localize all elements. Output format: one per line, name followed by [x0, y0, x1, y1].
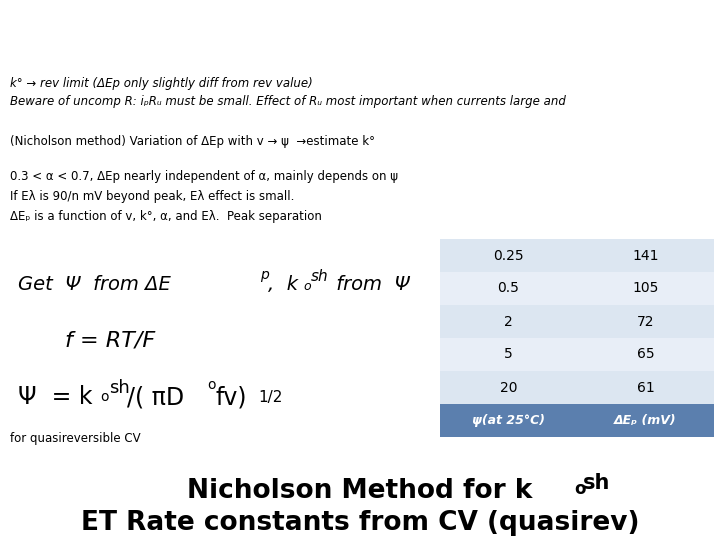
Text: from  Ψ: from Ψ: [330, 275, 410, 294]
Text: (Nicholson method) Variation of ΔEp with v → ψ  →estimate k°: (Nicholson method) Variation of ΔEp with…: [10, 135, 375, 148]
Text: 0.5: 0.5: [498, 281, 519, 295]
Text: o: o: [303, 280, 310, 293]
Bar: [440, 404, 577, 437]
Text: 0.3 < α < 0.7, ΔEp nearly independent of α, mainly depends on ψ: 0.3 < α < 0.7, ΔEp nearly independent of…: [10, 170, 398, 183]
Bar: [440, 239, 577, 272]
Text: Ψ  = k: Ψ = k: [18, 385, 92, 409]
Text: for quasireversible CV: for quasireversible CV: [10, 432, 140, 445]
Text: sh: sh: [109, 379, 130, 397]
Text: sh: sh: [583, 473, 611, 493]
Bar: [440, 272, 577, 305]
Bar: [440, 338, 577, 371]
Bar: [577, 239, 714, 272]
Text: 72: 72: [636, 314, 654, 328]
Text: p: p: [260, 268, 269, 282]
Text: ΔEₚ is a function of v, k°, α, and Eλ.  Peak separation: ΔEₚ is a function of v, k°, α, and Eλ. P…: [10, 210, 322, 223]
Bar: [577, 371, 714, 404]
Text: Nicholson Method for k: Nicholson Method for k: [187, 478, 533, 504]
Text: o: o: [574, 480, 585, 498]
Bar: [577, 272, 714, 305]
Text: ,  k: , k: [268, 275, 298, 294]
Text: Beware of uncomp R: iₚRᵤ must be small. Effect of Rᵤ most important when current: Beware of uncomp R: iₚRᵤ must be small. …: [10, 95, 566, 108]
Text: 1/2: 1/2: [258, 390, 282, 405]
Bar: [577, 338, 714, 371]
Bar: [577, 404, 714, 437]
Bar: [440, 305, 577, 338]
Text: ET Rate constants from CV (quasirev): ET Rate constants from CV (quasirev): [81, 510, 639, 536]
Text: f = RT/F: f = RT/F: [65, 330, 155, 350]
Text: ΔEₚ (mV): ΔEₚ (mV): [614, 414, 677, 427]
Text: sh: sh: [311, 269, 328, 284]
Text: o: o: [207, 378, 215, 392]
Text: 105: 105: [632, 281, 659, 295]
Text: /( πD: /( πD: [127, 385, 184, 409]
Text: If Eλ is 90/n mV beyond peak, Eλ effect is small.: If Eλ is 90/n mV beyond peak, Eλ effect …: [10, 190, 294, 203]
Text: 0.25: 0.25: [493, 248, 524, 262]
Text: 2: 2: [504, 314, 513, 328]
Text: 5: 5: [504, 348, 513, 361]
Text: 65: 65: [636, 348, 654, 361]
Bar: [577, 305, 714, 338]
Text: ψ(at 25°C): ψ(at 25°C): [472, 414, 545, 427]
Text: 61: 61: [636, 381, 654, 395]
Text: o: o: [100, 390, 109, 404]
Text: fv): fv): [216, 385, 248, 409]
Text: Get  Ψ  from ΔE: Get Ψ from ΔE: [18, 275, 171, 294]
Text: 141: 141: [632, 248, 659, 262]
Bar: [440, 371, 577, 404]
Text: 20: 20: [500, 381, 517, 395]
Text: k° → rev limit (ΔEp only slightly diff from rev value): k° → rev limit (ΔEp only slightly diff f…: [10, 77, 312, 90]
